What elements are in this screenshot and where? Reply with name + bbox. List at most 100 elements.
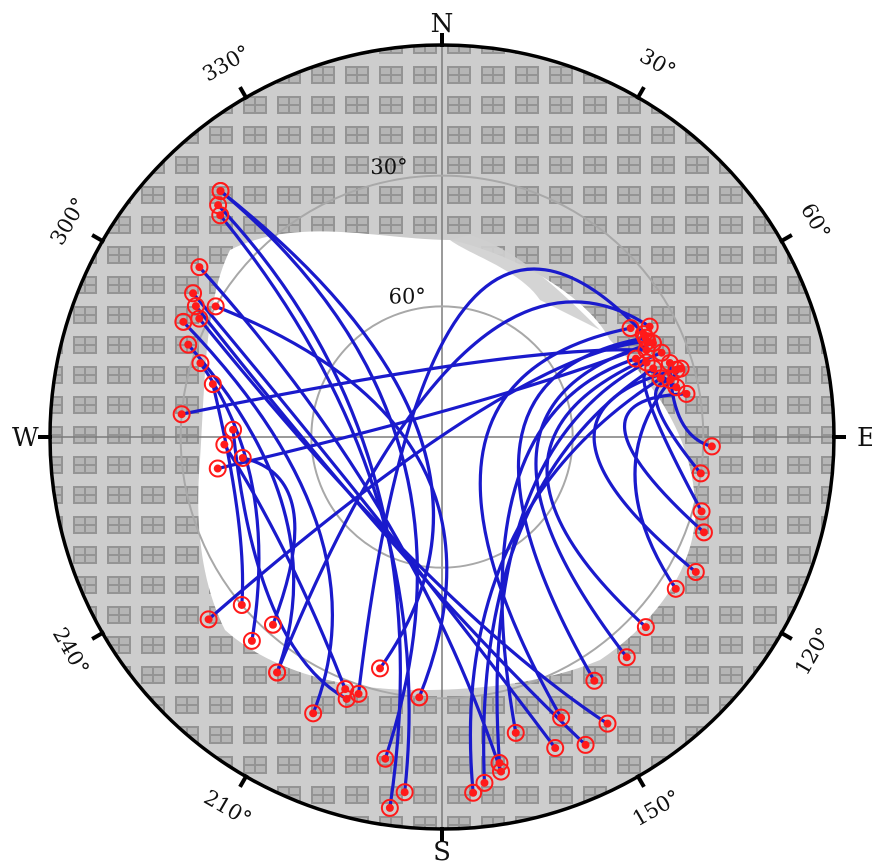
azimuth-tick [238, 86, 249, 101]
track-start-marker [634, 325, 653, 344]
track-marker-dot [238, 453, 247, 462]
satellite-track [592, 368, 698, 574]
track-start-marker [203, 375, 222, 394]
track-end-marker [232, 595, 251, 614]
track-start-marker [186, 297, 205, 316]
track-marker-dot [195, 263, 204, 272]
satellite-track [216, 341, 655, 471]
track-end-marker [395, 783, 414, 802]
track-marker-dot [237, 600, 246, 609]
track-marker-dot [309, 709, 318, 718]
track-marker-dot [177, 410, 186, 419]
satellite-track [241, 456, 297, 627]
track-marker-dot [648, 339, 657, 348]
azimuth-tick-label: 30° [636, 44, 680, 83]
track-marker-dot [666, 376, 675, 385]
satellite-track [216, 203, 403, 810]
azimuth-tick-label: 210° [200, 785, 256, 831]
track-end-marker [552, 708, 571, 727]
satellite-track [468, 376, 663, 795]
track-marker-dot [551, 744, 560, 753]
track-marker-dot [247, 636, 256, 645]
cardinal-label-east: E [857, 423, 872, 453]
satellite-track [222, 443, 347, 691]
azimuth-tick [778, 630, 793, 641]
track-marker-dot [341, 685, 350, 694]
track-marker-dot [191, 302, 200, 311]
track-marker-dot [642, 346, 651, 355]
building-overhang [450, 235, 600, 330]
track-marker-dot [511, 728, 520, 737]
track-end-marker [490, 753, 509, 772]
track-start-marker [661, 371, 680, 390]
track-marker-dot [603, 719, 612, 728]
satellite-track [181, 320, 334, 715]
polar-grid [38, 33, 846, 841]
track-marker-dot [645, 322, 654, 331]
track-end-marker [304, 704, 323, 723]
track-marker-dot [657, 348, 666, 357]
track-end-marker [691, 464, 710, 483]
track-marker-dot [641, 623, 650, 632]
track-end-marker [380, 798, 399, 817]
track-start-marker [211, 206, 230, 225]
track-marker-dot [696, 469, 705, 478]
track-end-marker [475, 773, 494, 792]
track-start-marker [211, 182, 230, 201]
track-end-marker [617, 648, 636, 667]
track-marker-dot [480, 778, 489, 787]
track-marker-dot [220, 440, 229, 449]
track-marker-dot [557, 713, 566, 722]
track-end-marker [376, 749, 395, 768]
track-start-marker [671, 359, 690, 378]
azimuth-tick [91, 233, 106, 244]
track-start-marker [660, 353, 679, 372]
satellite-track [231, 428, 349, 701]
track-end-marker [546, 739, 565, 758]
track-end-marker [686, 562, 705, 581]
track-end-marker [506, 723, 525, 742]
track-marker-dot [268, 620, 277, 629]
azimuth-tick [635, 773, 646, 788]
track-marker-dot [469, 788, 478, 797]
azimuth-tick [778, 233, 793, 244]
satellite-track [356, 267, 646, 696]
track-marker-dot [211, 302, 220, 311]
track-end-marker [263, 615, 282, 634]
track-start-marker [174, 312, 193, 331]
track-marker-dot [208, 380, 217, 389]
satellite-markers [172, 182, 721, 817]
satellite-track [275, 300, 652, 675]
track-marker-dot [581, 740, 590, 749]
azimuth-tick-label: 120° [790, 623, 836, 679]
track-marker-dot [375, 664, 384, 673]
track-marker-dot [216, 211, 225, 220]
track-end-marker [349, 684, 368, 703]
track-marker-dot [626, 324, 635, 333]
track-end-marker [410, 688, 429, 707]
satellite-track [218, 213, 411, 794]
track-end-marker [199, 610, 218, 629]
track-marker-dot [665, 358, 674, 367]
azimuth-tick-label: 300° [45, 193, 91, 249]
elevation-ring-30 [179, 174, 705, 700]
track-end-marker [208, 459, 227, 478]
azimuth-tick-label: 240° [48, 623, 94, 679]
elevation-ring-label: 60° [389, 285, 426, 309]
track-end-marker [464, 783, 483, 802]
track-marker-dot [381, 754, 390, 763]
track-marker-dot [273, 668, 282, 677]
satellite-tracks [180, 189, 714, 810]
track-marker-dot [649, 364, 658, 373]
track-end-marker [576, 735, 595, 754]
track-marker-dot [213, 464, 222, 473]
satellite-track [495, 360, 649, 765]
track-marker-dot [415, 693, 424, 702]
track-marker-dot [354, 689, 363, 698]
track-marker-dot [699, 528, 708, 537]
track-end-marker [702, 437, 721, 456]
azimuth-tick [635, 86, 646, 101]
track-start-marker [184, 284, 203, 303]
track-marker-dot [229, 425, 238, 434]
